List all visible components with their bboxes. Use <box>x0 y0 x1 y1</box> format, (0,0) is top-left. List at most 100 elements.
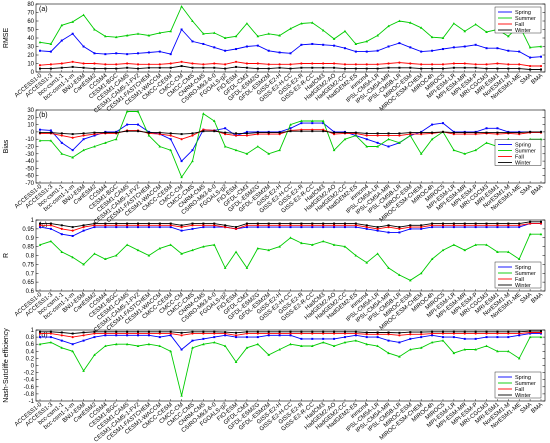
data-point <box>474 23 477 26</box>
data-point <box>289 27 292 30</box>
data-point <box>496 47 499 50</box>
data-point <box>126 62 129 65</box>
data-point <box>539 64 543 68</box>
data-point <box>212 119 216 122</box>
data-point <box>82 229 85 232</box>
data-point <box>147 226 150 229</box>
data-point <box>452 148 456 152</box>
data-point <box>256 332 259 335</box>
data-point <box>104 332 107 335</box>
data-point <box>540 130 542 133</box>
data-point <box>376 132 379 135</box>
data-point <box>147 334 150 337</box>
data-point <box>463 226 466 229</box>
data-point <box>82 45 85 48</box>
data-point <box>169 226 172 229</box>
legend-box <box>494 261 542 289</box>
data-point <box>38 243 42 246</box>
data-point <box>289 63 292 66</box>
data-point <box>115 67 118 70</box>
data-point <box>126 332 129 335</box>
data-point <box>60 152 64 155</box>
data-point <box>213 222 216 225</box>
data-point <box>420 227 423 230</box>
data-point <box>310 119 314 122</box>
plot-frame <box>35 3 546 73</box>
data-point <box>354 50 357 53</box>
data-point <box>136 63 140 66</box>
y-tick-label: 30 <box>27 45 34 51</box>
data-point <box>420 67 423 70</box>
data-point <box>289 127 292 130</box>
y-tick-label: 0.2 <box>26 356 35 362</box>
data-point <box>365 67 368 70</box>
data-point <box>202 63 205 66</box>
data-point <box>180 252 183 255</box>
legend-label: Spring <box>515 375 531 381</box>
data-point <box>398 226 401 229</box>
data-point <box>322 337 325 340</box>
data-point <box>147 332 151 335</box>
data-point <box>463 62 466 65</box>
data-point <box>496 224 499 227</box>
data-point <box>137 67 140 70</box>
data-point <box>529 222 532 225</box>
data-point <box>278 34 281 37</box>
data-point <box>376 49 379 52</box>
data-point <box>398 355 401 358</box>
plot-frame <box>35 329 546 402</box>
data-point <box>376 336 379 339</box>
data-point <box>147 63 151 66</box>
data-point <box>376 34 379 37</box>
data-point <box>234 250 238 253</box>
data-point <box>311 224 314 227</box>
data-point <box>235 336 238 339</box>
data-point <box>333 330 336 333</box>
data-point <box>507 67 510 70</box>
legend-label: Spring <box>515 10 531 16</box>
data-point <box>202 337 205 340</box>
data-point <box>223 344 227 347</box>
data-point <box>300 226 303 229</box>
data-point <box>180 394 183 397</box>
data-point <box>365 224 368 227</box>
data-point <box>485 63 488 66</box>
data-point <box>147 342 151 346</box>
data-point <box>474 243 477 246</box>
legend-label: Spring <box>515 265 531 271</box>
data-point <box>169 224 172 227</box>
data-point <box>452 131 455 134</box>
data-point <box>136 224 140 227</box>
data-point <box>212 243 216 246</box>
data-point <box>202 222 205 225</box>
data-point <box>485 330 488 333</box>
data-point <box>158 66 161 69</box>
data-point <box>125 34 129 37</box>
data-point <box>441 332 445 335</box>
y-tick-label: 0.4 <box>26 349 35 355</box>
data-point <box>137 52 140 55</box>
y-tick-label: 40 <box>27 36 34 42</box>
data-point <box>343 131 346 134</box>
data-point <box>398 61 401 64</box>
data-point <box>180 226 183 229</box>
data-point <box>82 226 85 229</box>
data-point <box>332 344 336 347</box>
data-point <box>169 138 172 141</box>
data-point <box>104 344 107 347</box>
data-point <box>180 65 183 68</box>
data-point <box>474 66 477 69</box>
data-point <box>529 220 532 223</box>
data-point <box>104 334 107 337</box>
data-point <box>49 139 53 142</box>
data-point <box>398 341 401 344</box>
data-point <box>82 331 85 334</box>
data-point <box>463 248 467 252</box>
series-line <box>40 111 541 179</box>
data-point <box>300 330 303 333</box>
data-point <box>507 224 510 227</box>
data-point <box>485 222 488 225</box>
panel-label: (a) <box>39 6 48 13</box>
panel-label: (b) <box>39 112 48 119</box>
data-point <box>202 330 205 333</box>
